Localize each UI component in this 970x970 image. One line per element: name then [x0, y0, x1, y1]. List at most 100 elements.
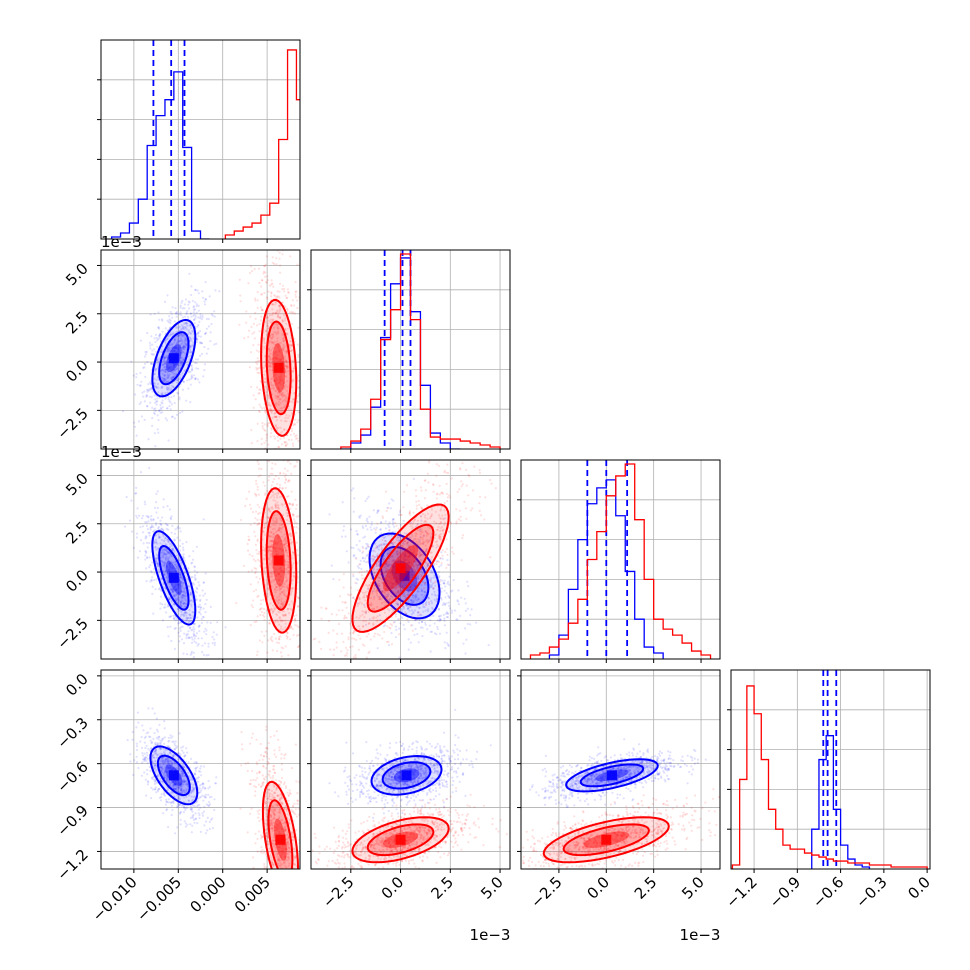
density-peak	[168, 572, 179, 583]
y-tick-label: 2.5	[62, 518, 92, 548]
x-tick-label: 2.5	[631, 873, 661, 903]
panel-3-1	[307, 669, 511, 873]
density-peak	[168, 353, 179, 364]
density-peak	[401, 770, 412, 781]
x-tick-label: −1.2	[722, 873, 760, 911]
contour-line	[151, 318, 197, 398]
panel-frame	[310, 459, 511, 660]
density-peak	[399, 570, 410, 581]
density-peak	[606, 770, 617, 781]
panel-2-0	[97, 459, 301, 663]
y-tick-label: −2.5	[53, 614, 91, 652]
panel-content	[521, 738, 720, 869]
panel-2-1	[307, 459, 511, 663]
panels-layer	[97, 39, 931, 873]
density-peak	[395, 834, 406, 845]
density-peak	[273, 362, 284, 373]
panel-content	[731, 670, 928, 869]
panel-content	[312, 460, 497, 659]
histogram-step	[811, 735, 871, 869]
panel-frame	[100, 39, 301, 240]
panel-frame	[100, 249, 301, 450]
contour-line	[381, 761, 432, 790]
histogram-step	[111, 71, 210, 239]
histogram-step	[340, 253, 501, 449]
contour-line	[158, 331, 190, 386]
y-tick-label: 2.5	[62, 308, 92, 338]
scatter-cloud	[312, 460, 497, 659]
x-tick-label: −0.3	[852, 873, 890, 911]
x-tick-label: 5.0	[477, 873, 507, 903]
panel-content	[340, 250, 501, 449]
panel-1-0	[97, 249, 301, 453]
panel-content	[529, 460, 712, 659]
contour-line	[260, 298, 298, 437]
y-tick-label: 0.0	[62, 670, 92, 700]
x-tick-label: 5.0	[678, 873, 708, 903]
panel-content	[111, 40, 300, 239]
contour-line	[351, 503, 450, 633]
contour-line	[351, 816, 450, 864]
y-tick-label: −2.5	[53, 404, 91, 442]
panel-frame	[100, 459, 301, 660]
contour-line	[149, 745, 199, 806]
x-tick-label: −0.010	[89, 873, 141, 925]
x-tick-label: −0.9	[766, 873, 804, 911]
density-peak	[168, 770, 179, 781]
density-peak	[395, 563, 406, 574]
contour-line	[565, 758, 659, 793]
axis-offset-label: 1e−3	[470, 926, 511, 944]
density-peak	[273, 555, 284, 566]
axis-offset-label: 1e−3	[101, 233, 142, 251]
panel-2-2	[517, 459, 721, 663]
panel-0-0	[97, 39, 301, 243]
contour-line	[151, 530, 197, 626]
panel-content	[123, 460, 300, 659]
panel-content	[126, 707, 300, 869]
contour-line	[368, 532, 441, 620]
panel-frame	[310, 249, 511, 450]
contour-line	[267, 799, 294, 869]
histogram-step	[529, 463, 712, 659]
contour-line	[370, 754, 443, 796]
panel-frame	[310, 669, 511, 870]
y-tick-label: 5.0	[62, 260, 92, 290]
panel-3-0	[97, 669, 301, 873]
x-tick-label: −2.5	[319, 873, 357, 911]
x-tick-label: −0.6	[809, 873, 847, 911]
density-peak	[275, 834, 286, 845]
scatter-cloud	[521, 788, 720, 869]
contour-line	[260, 487, 298, 634]
panel-frame	[100, 669, 301, 870]
axis-offset-label: 1e−3	[101, 443, 142, 461]
x-tick-label: −2.5	[527, 873, 565, 911]
x-tick-label: 0.0	[584, 873, 614, 903]
x-tick-label: 0.0	[378, 873, 408, 903]
y-tick-label: −1.2	[53, 846, 91, 884]
y-tick-label: 5.0	[62, 470, 92, 500]
panel-3-2	[517, 669, 721, 873]
panel-frame	[520, 459, 721, 660]
y-tick-label: −0.9	[53, 802, 91, 840]
density-fill	[268, 800, 293, 869]
contour-line	[265, 510, 292, 611]
y-tick-label: 0.0	[62, 356, 92, 386]
x-tick-label: 2.5	[428, 873, 458, 903]
panel-3-3	[727, 669, 931, 873]
x-tick-label: −0.005	[133, 873, 185, 925]
contour-line	[579, 763, 645, 788]
contour-line	[366, 523, 435, 613]
panel-frame	[520, 669, 721, 870]
histogram-step	[731, 685, 928, 869]
contour-line	[366, 823, 435, 857]
tick-labels-layer: −0.010−0.005 0.000 0.005 −2.5 0.0 2.5 5.0 −2.5 0…	[53, 233, 934, 944]
contour-line	[158, 544, 190, 611]
x-tick-label: 0.0	[904, 873, 934, 903]
x-tick-label: 0.000	[186, 873, 229, 916]
contour-line	[562, 823, 650, 857]
contour-line	[265, 320, 292, 416]
y-tick-label: −0.3	[53, 714, 91, 752]
x-tick-label: 0.005	[231, 873, 274, 916]
density-peak	[601, 834, 612, 845]
